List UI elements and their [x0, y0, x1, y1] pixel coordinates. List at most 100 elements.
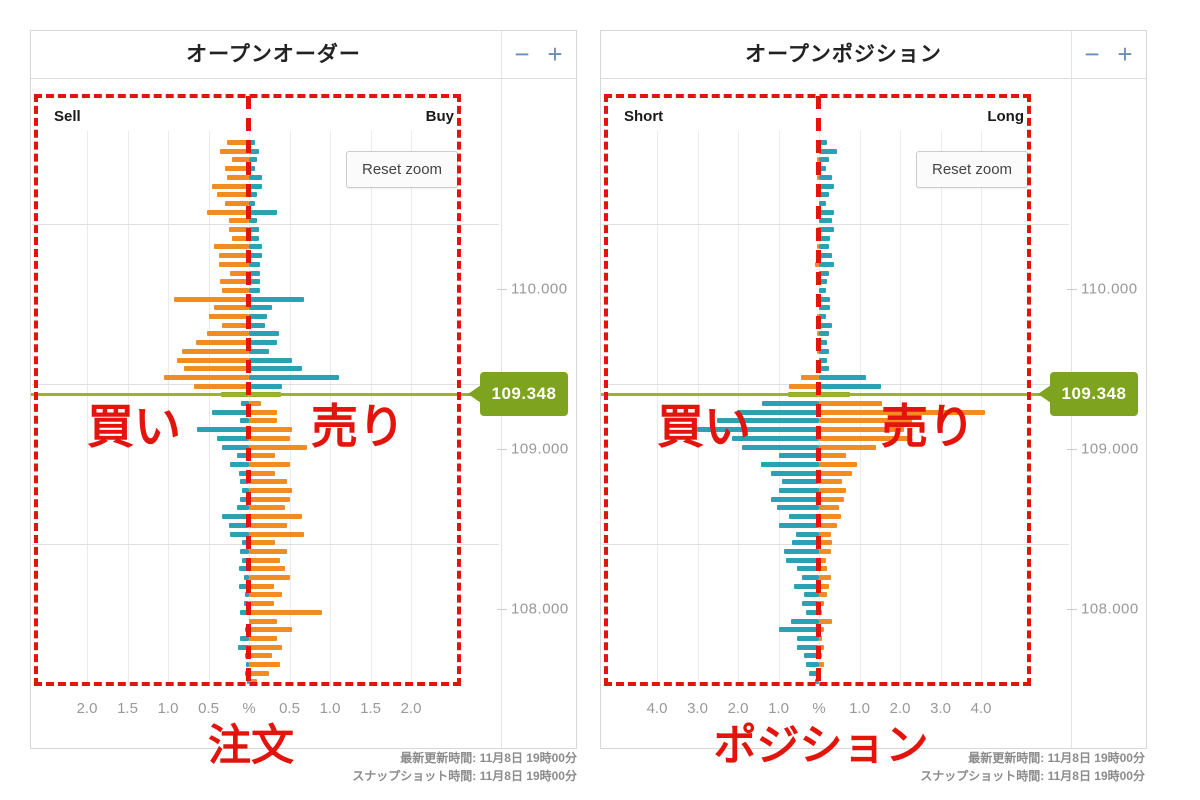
left-side-bar	[762, 401, 819, 406]
right-side-bar	[249, 296, 305, 302]
zoom-in-button[interactable]: +	[538, 37, 572, 71]
gridline-vertical	[778, 131, 780, 686]
short-side-label: Short	[624, 108, 664, 125]
right-side-bar	[819, 192, 829, 198]
gridline-vertical	[370, 131, 372, 686]
right-side-bar	[249, 340, 278, 346]
left-side-bar	[805, 662, 819, 667]
right-side-bar	[819, 166, 826, 172]
left-side-bar	[231, 157, 249, 163]
left-side-bar	[240, 418, 249, 424]
gridline-vertical	[738, 131, 739, 686]
left-side-bar	[809, 670, 819, 676]
right-side-bar	[249, 427, 292, 433]
zoom-out-button[interactable]: −	[505, 37, 539, 71]
right-side-bar	[819, 340, 828, 346]
left-side-bar	[195, 340, 249, 346]
left-side-bar	[784, 548, 819, 554]
left-side-bar	[193, 383, 249, 389]
left-side-bar	[228, 522, 249, 528]
left-side-bar	[240, 635, 249, 641]
x-axis-tick-label: 2.0	[76, 700, 98, 717]
right-side-bar	[249, 566, 285, 572]
right-side-bar	[249, 609, 322, 615]
gridline-vertical	[981, 131, 982, 686]
zoom-out-button[interactable]: −	[1075, 37, 1109, 71]
left-side-bar	[224, 200, 249, 206]
right-side-bar	[819, 522, 838, 528]
right-side-bar	[819, 531, 831, 537]
left-side-bar	[240, 401, 249, 406]
y-axis-tick-mark	[1067, 609, 1077, 610]
right-side-bar	[249, 348, 270, 354]
right-side-bar	[819, 496, 844, 502]
right-side-bar	[249, 470, 275, 476]
left-side-bar	[761, 461, 819, 467]
orders-chart-plot[interactable]: Sell Buy Reset zoom	[32, 96, 499, 686]
left-side-bar	[241, 557, 249, 563]
right-side-bar	[249, 140, 256, 145]
left-side-bar	[224, 166, 249, 172]
zoom-in-button[interactable]: +	[1108, 37, 1142, 71]
gridline-horizontal	[602, 224, 1069, 225]
right-side-bar	[819, 592, 828, 598]
reset-zoom-button[interactable]: Reset zoom	[346, 151, 459, 188]
x-axis-tick-label: 0.5	[279, 700, 300, 717]
left-side-bar	[230, 531, 249, 537]
price-badge-pointer-icon	[468, 385, 481, 403]
right-side-bar	[819, 174, 833, 180]
right-side-bar	[819, 140, 828, 145]
right-side-bar	[819, 601, 824, 607]
right-side-bar	[819, 505, 840, 511]
left-side-bar	[219, 279, 249, 285]
right-side-bar	[249, 679, 258, 685]
left-side-bar	[778, 453, 819, 459]
right-side-bar	[249, 192, 258, 198]
right-side-bar	[249, 279, 261, 285]
right-side-bar	[819, 409, 986, 415]
y-axis-tick-mark	[497, 289, 507, 290]
right-side-bar	[249, 409, 278, 415]
x-axis-tick-label: 1.5	[117, 700, 138, 717]
panel-title: オープンポジション	[745, 43, 942, 66]
right-side-bar	[819, 348, 829, 354]
open-positions-panel: オープンポジション − + Short Long Reset zoom 109.…	[600, 30, 1147, 768]
right-side-bar	[249, 200, 256, 206]
right-side-bar	[819, 200, 826, 206]
left-side-bar	[222, 444, 249, 450]
left-side-bar	[800, 374, 819, 380]
open-orders-panel: オープンオーダー − + Sell Buy Reset zoom 109.348…	[30, 30, 577, 768]
left-side-bar	[802, 575, 819, 580]
right-side-bar	[249, 653, 272, 659]
gridline-vertical	[168, 131, 169, 686]
left-side-bar	[789, 383, 819, 389]
panel-title: オープンオーダー	[186, 43, 361, 66]
gridline-vertical	[900, 131, 901, 686]
left-side-bar	[219, 253, 249, 259]
right-side-bar	[819, 374, 866, 380]
right-side-bar	[819, 287, 826, 293]
left-side-bar	[241, 540, 249, 546]
right-side-bar	[819, 548, 831, 554]
x-axis-tick-label: 1.0	[849, 700, 870, 717]
right-side-bar	[819, 583, 829, 589]
left-side-bar	[230, 461, 249, 467]
left-side-bar	[814, 679, 819, 685]
left-side-bar	[184, 366, 249, 372]
right-side-bar	[819, 235, 831, 241]
x-axis-tick-label: 4.0	[646, 700, 668, 717]
left-side-bar	[789, 514, 819, 520]
right-side-bar	[819, 261, 835, 267]
right-side-bar	[249, 244, 262, 250]
x-axis-tick-label: 1.0	[319, 700, 341, 717]
right-side-bar	[249, 453, 275, 459]
reset-zoom-button[interactable]: Reset zoom	[916, 151, 1029, 188]
positions-chart-plot[interactable]: Short Long Reset zoom	[602, 96, 1069, 686]
right-side-bar	[819, 314, 826, 319]
right-side-bar	[249, 618, 278, 624]
x-axis-tick-label: 1.0	[157, 700, 179, 717]
snapshot-time-text: スナップショット時間: 11月8日 19時00分	[352, 769, 577, 783]
gridline-vertical	[330, 131, 331, 686]
right-side-bar	[249, 366, 302, 372]
